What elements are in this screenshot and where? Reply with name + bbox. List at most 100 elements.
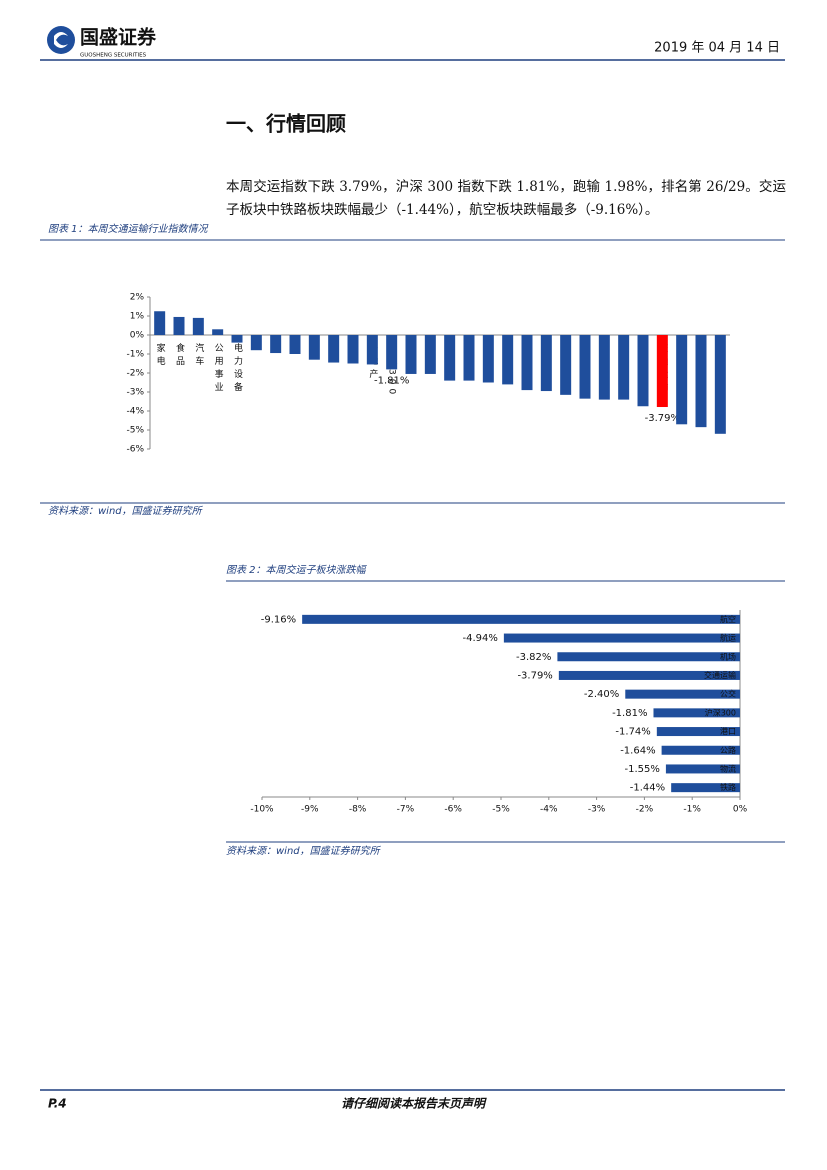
x-tick-label: -5% — [492, 805, 510, 815]
data-label: -3.79% — [517, 670, 552, 681]
y-tick-label: 航运 — [720, 633, 736, 643]
bar — [154, 311, 166, 335]
y-tick-label: -1% — [126, 350, 144, 360]
y-tick-label: -6% — [126, 445, 144, 455]
y-tick-label: -2% — [126, 369, 144, 379]
data-label: -1.81% — [612, 708, 647, 719]
bar — [444, 335, 456, 381]
page-number: P.4 — [48, 1097, 67, 1111]
x-tick-label: -1% — [683, 805, 701, 815]
bar — [347, 335, 359, 364]
bar — [625, 689, 740, 699]
x-tick-label: -10% — [250, 805, 274, 815]
bar — [695, 335, 707, 428]
bar — [308, 335, 320, 360]
bar — [386, 335, 398, 370]
y-tick-label: 铁路 — [720, 782, 736, 792]
x-tick-label: 沪深300 — [387, 342, 398, 398]
bar — [671, 783, 740, 793]
brand-en: GUOSHENG SECURITIES — [80, 53, 147, 59]
y-tick-label: 沪深300 — [705, 707, 736, 717]
x-tick-label: 电力设备 — [232, 342, 243, 395]
bar — [289, 335, 301, 354]
y-tick-label: -3% — [126, 388, 144, 398]
figure-caption: 图表 2：本周交运子板块涨跌幅 — [226, 564, 368, 576]
section-title: 一、行情回顾 — [226, 112, 346, 136]
data-label: -4.94% — [462, 633, 497, 644]
bar — [661, 745, 740, 755]
bar — [676, 335, 688, 425]
x-tick-label: -7% — [397, 805, 415, 815]
data-label: -1.64% — [620, 745, 655, 756]
bar — [557, 652, 740, 662]
bar — [270, 335, 282, 354]
x-tick-label: 公用事业 — [213, 343, 224, 395]
date: 2019 年 04 月 14 日 — [654, 41, 780, 56]
figure-caption: 图表 1：本周交通运输行业指数情况 — [48, 223, 209, 235]
bar — [302, 614, 740, 624]
x-tick-label: -8% — [349, 805, 367, 815]
y-tick-label: 2% — [130, 293, 145, 303]
y-tick-label: 物流 — [720, 763, 736, 773]
data-label: -1.81% — [374, 375, 409, 386]
y-tick-label: 公路 — [720, 745, 736, 755]
source: 资料来源：wind，国盛证券研究所 — [226, 845, 382, 857]
bar — [653, 708, 740, 718]
bar — [714, 335, 726, 434]
bar — [656, 335, 668, 408]
bar — [328, 335, 340, 363]
data-label: -1.74% — [615, 727, 650, 738]
bar — [463, 335, 475, 381]
x-tick-label: -4% — [540, 805, 558, 815]
bar — [502, 335, 514, 385]
bar — [521, 335, 533, 391]
data-label: -3.82% — [516, 652, 551, 663]
y-tick-label: 1% — [130, 312, 145, 322]
data-label: -2.40% — [584, 689, 619, 700]
x-tick-label: 汽车 — [193, 342, 204, 369]
y-tick-label: 航空 — [720, 614, 736, 624]
bar — [366, 335, 378, 365]
data-label: -9.16% — [261, 614, 296, 625]
data-label: -1.55% — [625, 764, 660, 775]
x-tick-label: -3% — [588, 805, 606, 815]
bar — [231, 335, 243, 343]
bar — [173, 316, 185, 335]
bar — [482, 335, 494, 383]
x-tick-label: -9% — [301, 805, 319, 815]
y-tick-label: 港口 — [720, 726, 736, 736]
bar — [665, 764, 740, 774]
source: 资料来源：wind，国盛证券研究所 — [48, 505, 204, 517]
bar — [618, 335, 630, 400]
y-tick-label: 机场 — [720, 651, 736, 661]
bar — [656, 727, 740, 737]
bar — [250, 335, 262, 351]
x-tick-label: -6% — [444, 805, 462, 815]
bar — [503, 633, 740, 643]
bar — [558, 670, 740, 680]
bar — [212, 329, 224, 335]
logo — [47, 26, 75, 54]
bar — [424, 335, 436, 374]
y-tick-label: 0% — [130, 331, 145, 341]
bar — [192, 317, 204, 335]
y-tick-label: 公交 — [720, 689, 736, 699]
data-label: -3.79% — [645, 413, 680, 424]
bar — [405, 335, 417, 374]
data-label: -1.44% — [630, 783, 665, 794]
x-tick-label: 家电 — [155, 342, 166, 369]
y-tick-label: 交通运输 — [704, 670, 736, 680]
bar — [579, 335, 591, 399]
x-tick-label: -2% — [636, 805, 654, 815]
y-tick-label: -5% — [126, 426, 144, 436]
bar — [560, 335, 572, 395]
brand: 国盛证券 — [80, 26, 157, 49]
bar — [540, 335, 552, 392]
y-tick-label: -4% — [126, 407, 144, 417]
paragraph: 本周交运指数下跌 3.79%，沪深 300 指数下跌 1.81%，跑输 1.98… — [226, 179, 786, 218]
x-tick-label: 食品 — [174, 342, 185, 369]
x-tick-label: 0% — [733, 805, 748, 815]
footer-notice: 请仔细阅读本报告末页声明 — [341, 1097, 487, 1111]
